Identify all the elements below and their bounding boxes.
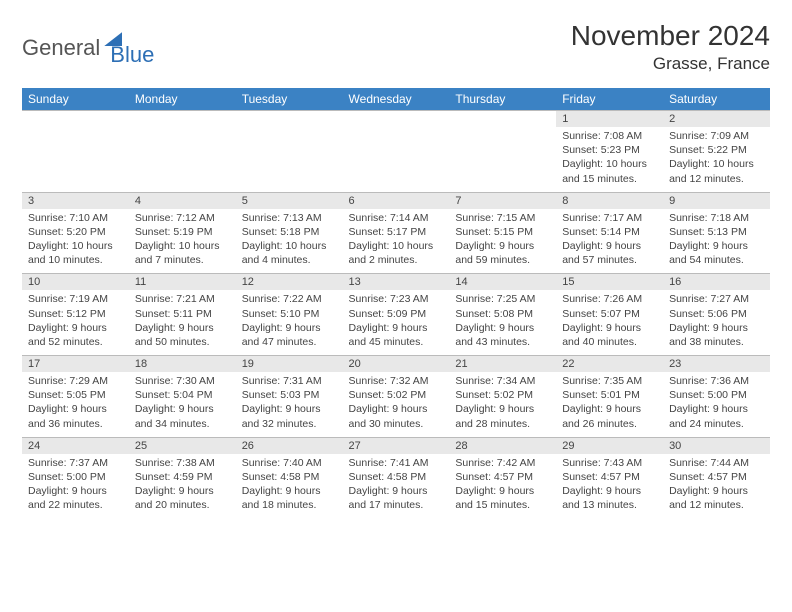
day-detail: Sunrise: 7:10 AMSunset: 5:20 PMDaylight:… <box>22 209 129 274</box>
day-number: 17 <box>22 356 129 373</box>
daynum-row: 12 <box>22 111 770 128</box>
empty-cell <box>22 111 129 128</box>
day-number: 21 <box>449 356 556 373</box>
day-number: 28 <box>449 437 556 454</box>
day-number: 8 <box>556 192 663 209</box>
title-block: November 2024 Grasse, France <box>571 20 770 74</box>
day-detail: Sunrise: 7:12 AMSunset: 5:19 PMDaylight:… <box>129 209 236 274</box>
empty-cell <box>236 127 343 192</box>
day-detail: Sunrise: 7:40 AMSunset: 4:58 PMDaylight:… <box>236 454 343 519</box>
day-number: 4 <box>129 192 236 209</box>
detail-row: Sunrise: 7:37 AMSunset: 5:00 PMDaylight:… <box>22 454 770 519</box>
daynum-row: 17181920212223 <box>22 356 770 373</box>
day-detail: Sunrise: 7:26 AMSunset: 5:07 PMDaylight:… <box>556 290 663 355</box>
day-detail: Sunrise: 7:30 AMSunset: 5:04 PMDaylight:… <box>129 372 236 437</box>
day-detail: Sunrise: 7:13 AMSunset: 5:18 PMDaylight:… <box>236 209 343 274</box>
empty-cell <box>449 127 556 192</box>
page-header: General Blue November 2024 Grasse, Franc… <box>22 20 770 74</box>
day-number: 26 <box>236 437 343 454</box>
weekday-header: Sunday <box>22 88 129 111</box>
day-detail: Sunrise: 7:42 AMSunset: 4:57 PMDaylight:… <box>449 454 556 519</box>
empty-cell <box>129 111 236 128</box>
weekday-header-row: SundayMondayTuesdayWednesdayThursdayFrid… <box>22 88 770 111</box>
day-number: 3 <box>22 192 129 209</box>
day-number: 23 <box>663 356 770 373</box>
detail-row: Sunrise: 7:10 AMSunset: 5:20 PMDaylight:… <box>22 209 770 274</box>
day-detail: Sunrise: 7:21 AMSunset: 5:11 PMDaylight:… <box>129 290 236 355</box>
day-detail: Sunrise: 7:22 AMSunset: 5:10 PMDaylight:… <box>236 290 343 355</box>
day-number: 6 <box>343 192 450 209</box>
weekday-header: Thursday <box>449 88 556 111</box>
logo-text-general: General <box>22 35 100 61</box>
empty-cell <box>343 111 450 128</box>
daynum-row: 10111213141516 <box>22 274 770 291</box>
day-number: 22 <box>556 356 663 373</box>
day-detail: Sunrise: 7:43 AMSunset: 4:57 PMDaylight:… <box>556 454 663 519</box>
day-number: 2 <box>663 111 770 128</box>
day-detail: Sunrise: 7:18 AMSunset: 5:13 PMDaylight:… <box>663 209 770 274</box>
location: Grasse, France <box>571 54 770 74</box>
day-number: 25 <box>129 437 236 454</box>
calendar-body: 12Sunrise: 7:08 AMSunset: 5:23 PMDayligh… <box>22 111 770 519</box>
day-detail: Sunrise: 7:17 AMSunset: 5:14 PMDaylight:… <box>556 209 663 274</box>
day-detail: Sunrise: 7:15 AMSunset: 5:15 PMDaylight:… <box>449 209 556 274</box>
day-number: 1 <box>556 111 663 128</box>
day-number: 16 <box>663 274 770 291</box>
day-detail: Sunrise: 7:19 AMSunset: 5:12 PMDaylight:… <box>22 290 129 355</box>
weekday-header: Monday <box>129 88 236 111</box>
weekday-header: Tuesday <box>236 88 343 111</box>
day-detail: Sunrise: 7:08 AMSunset: 5:23 PMDaylight:… <box>556 127 663 192</box>
detail-row: Sunrise: 7:08 AMSunset: 5:23 PMDaylight:… <box>22 127 770 192</box>
day-detail: Sunrise: 7:36 AMSunset: 5:00 PMDaylight:… <box>663 372 770 437</box>
empty-cell <box>129 127 236 192</box>
day-detail: Sunrise: 7:23 AMSunset: 5:09 PMDaylight:… <box>343 290 450 355</box>
detail-row: Sunrise: 7:29 AMSunset: 5:05 PMDaylight:… <box>22 372 770 437</box>
daynum-row: 24252627282930 <box>22 437 770 454</box>
day-detail: Sunrise: 7:29 AMSunset: 5:05 PMDaylight:… <box>22 372 129 437</box>
empty-cell <box>449 111 556 128</box>
logo-text-blue: Blue <box>110 28 154 68</box>
day-detail: Sunrise: 7:34 AMSunset: 5:02 PMDaylight:… <box>449 372 556 437</box>
weekday-header: Saturday <box>663 88 770 111</box>
day-detail: Sunrise: 7:14 AMSunset: 5:17 PMDaylight:… <box>343 209 450 274</box>
logo: General Blue <box>22 20 154 68</box>
calendar-table: SundayMondayTuesdayWednesdayThursdayFrid… <box>22 88 770 518</box>
day-detail: Sunrise: 7:32 AMSunset: 5:02 PMDaylight:… <box>343 372 450 437</box>
empty-cell <box>22 127 129 192</box>
day-detail: Sunrise: 7:09 AMSunset: 5:22 PMDaylight:… <box>663 127 770 192</box>
day-number: 5 <box>236 192 343 209</box>
weekday-header: Friday <box>556 88 663 111</box>
day-number: 24 <box>22 437 129 454</box>
day-number: 14 <box>449 274 556 291</box>
day-number: 20 <box>343 356 450 373</box>
day-number: 10 <box>22 274 129 291</box>
day-detail: Sunrise: 7:27 AMSunset: 5:06 PMDaylight:… <box>663 290 770 355</box>
empty-cell <box>343 127 450 192</box>
day-number: 27 <box>343 437 450 454</box>
day-number: 15 <box>556 274 663 291</box>
day-number: 30 <box>663 437 770 454</box>
day-detail: Sunrise: 7:35 AMSunset: 5:01 PMDaylight:… <box>556 372 663 437</box>
day-number: 9 <box>663 192 770 209</box>
day-detail: Sunrise: 7:37 AMSunset: 5:00 PMDaylight:… <box>22 454 129 519</box>
day-detail: Sunrise: 7:31 AMSunset: 5:03 PMDaylight:… <box>236 372 343 437</box>
day-number: 29 <box>556 437 663 454</box>
day-number: 19 <box>236 356 343 373</box>
day-detail: Sunrise: 7:41 AMSunset: 4:58 PMDaylight:… <box>343 454 450 519</box>
daynum-row: 3456789 <box>22 192 770 209</box>
weekday-header: Wednesday <box>343 88 450 111</box>
day-number: 13 <box>343 274 450 291</box>
day-detail: Sunrise: 7:25 AMSunset: 5:08 PMDaylight:… <box>449 290 556 355</box>
detail-row: Sunrise: 7:19 AMSunset: 5:12 PMDaylight:… <box>22 290 770 355</box>
day-detail: Sunrise: 7:44 AMSunset: 4:57 PMDaylight:… <box>663 454 770 519</box>
day-number: 7 <box>449 192 556 209</box>
empty-cell <box>236 111 343 128</box>
month-title: November 2024 <box>571 20 770 52</box>
day-number: 12 <box>236 274 343 291</box>
day-detail: Sunrise: 7:38 AMSunset: 4:59 PMDaylight:… <box>129 454 236 519</box>
day-number: 18 <box>129 356 236 373</box>
day-number: 11 <box>129 274 236 291</box>
